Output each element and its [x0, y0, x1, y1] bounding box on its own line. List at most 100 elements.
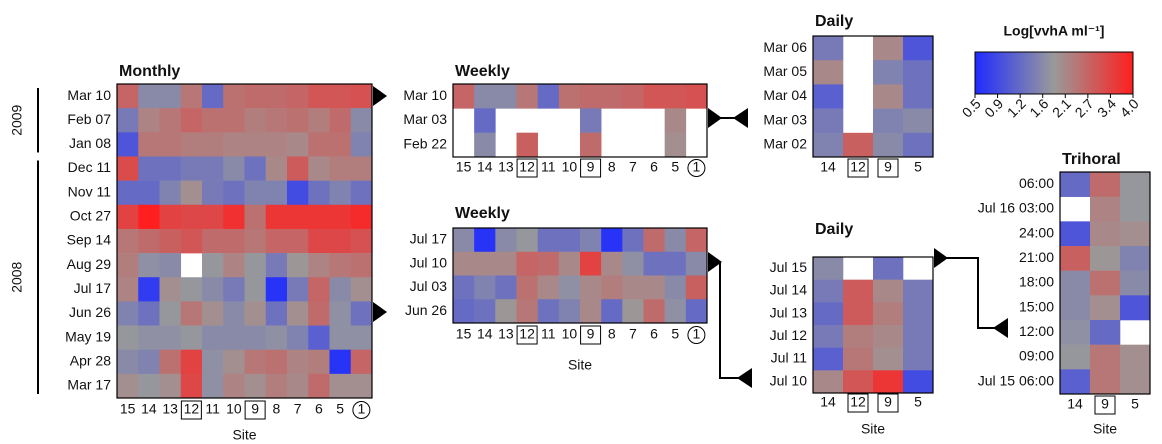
x-axis-label: Site [232, 427, 256, 443]
heat-cell [117, 349, 139, 375]
row-label: 12:00 [1019, 323, 1054, 339]
x-tick-label: 1 [693, 159, 701, 175]
heat-cell [265, 84, 288, 109]
row-label: 15:00 [1019, 298, 1054, 314]
heat-cell [664, 228, 687, 253]
heat-cell [1060, 246, 1091, 271]
x-tick-label: 8 [272, 401, 280, 417]
colorbar-swatch [1129, 52, 1132, 94]
heat-cell [223, 84, 245, 109]
row-label: Jul 12 [770, 327, 808, 343]
heat-cell [202, 108, 224, 133]
heat-cell [180, 373, 203, 399]
heat-cell [580, 251, 602, 276]
x-tick-label: 13 [498, 159, 514, 175]
x-tick-label: 13 [162, 401, 178, 417]
heat-cell [308, 108, 330, 133]
row-label: Mar 10 [403, 87, 447, 103]
x-tick-label: 14 [141, 401, 157, 417]
x-tick-label: 14 [1067, 396, 1083, 412]
heat-cell [308, 180, 330, 206]
colorbar-swatch [1042, 52, 1045, 94]
x-tick-label: 5 [914, 159, 922, 175]
x-tick-label: 11 [541, 159, 556, 175]
row-label: Jul 03 [410, 278, 448, 294]
heat-cell [202, 301, 224, 326]
heat-cell [287, 132, 309, 157]
heat-cell [643, 299, 665, 324]
colorbar-swatch [994, 52, 998, 94]
heat-cell [580, 108, 602, 133]
site-box [180, 400, 202, 420]
colorbar-swatch [992, 52, 996, 94]
heat-cell [223, 325, 245, 350]
x-tick-label: 13 [498, 326, 514, 342]
heat-cell [265, 253, 288, 278]
heat-cell [1090, 320, 1121, 345]
colorbar-tick-label: 0.9 [981, 95, 1006, 120]
heat-cell [329, 180, 352, 206]
heat-cell [873, 60, 904, 85]
row-label: Jul 10 [770, 372, 808, 388]
connectors [373, 86, 1008, 388]
heat-cell [265, 228, 288, 254]
heat-cell [138, 108, 160, 133]
colorbar-swatch [1038, 52, 1041, 94]
colorbar-swatch [1024, 52, 1027, 94]
heat-cell [1060, 270, 1091, 296]
heat-cell [350, 373, 373, 399]
heat-cell [813, 257, 844, 280]
colorbar-swatch [1071, 52, 1075, 94]
heat-cell [873, 257, 904, 280]
heat-cell [643, 84, 665, 109]
colorbar-swatch [1006, 52, 1010, 94]
heat-cell [138, 349, 160, 375]
colorbar-swatch [1123, 52, 1126, 94]
heat-cell [813, 279, 844, 303]
heat-cell [1090, 221, 1121, 247]
x-tick-label: 5 [1131, 396, 1139, 412]
heat-cell [1120, 369, 1151, 395]
heat-cell [453, 299, 475, 324]
heat-cell [903, 325, 934, 348]
heat-cell [202, 180, 224, 206]
heat-cell [580, 228, 602, 253]
heat-cell [495, 228, 517, 253]
colorbar-swatch [1057, 52, 1061, 94]
heat-cell [287, 108, 309, 133]
heat-cell [537, 299, 560, 324]
heat-cell [287, 156, 309, 181]
heat-cell [1120, 270, 1151, 296]
x-tick-label: 1 [693, 326, 701, 342]
heat-cell [622, 251, 644, 276]
heat-cell [159, 253, 182, 278]
row-label: Jul 16 03:00 [978, 200, 1054, 216]
x-tick-label: 12 [519, 159, 535, 175]
heat-cell [843, 325, 874, 348]
row-label: Mar 06 [763, 39, 807, 55]
heat-cell [138, 180, 160, 206]
colorbar-swatch [1099, 52, 1102, 94]
row-label: Sep 14 [67, 232, 112, 248]
heat-cell [813, 132, 844, 158]
colorbar-swatch [1075, 52, 1079, 94]
panel-title: Daily [815, 13, 853, 30]
heat-cell [223, 132, 245, 157]
panel-frame [452, 227, 708, 324]
heat-cell [159, 277, 182, 302]
heat-cell [873, 370, 904, 394]
colorbar-swatch [990, 52, 994, 94]
heat-cell [1090, 196, 1121, 222]
heat-cell [643, 275, 665, 300]
site-box [516, 158, 538, 178]
heat-cell [287, 349, 309, 375]
colorbar-swatch [1073, 52, 1077, 94]
colorbar-swatch [1095, 52, 1098, 94]
panel-title: Monthly [119, 63, 180, 80]
heat-cell [453, 251, 475, 276]
heat-cell [287, 228, 309, 254]
colorbar-swatch [984, 52, 988, 94]
colorbar-swatch [1121, 52, 1124, 94]
row-label: 18:00 [1019, 274, 1054, 290]
heat-cell [558, 84, 581, 109]
